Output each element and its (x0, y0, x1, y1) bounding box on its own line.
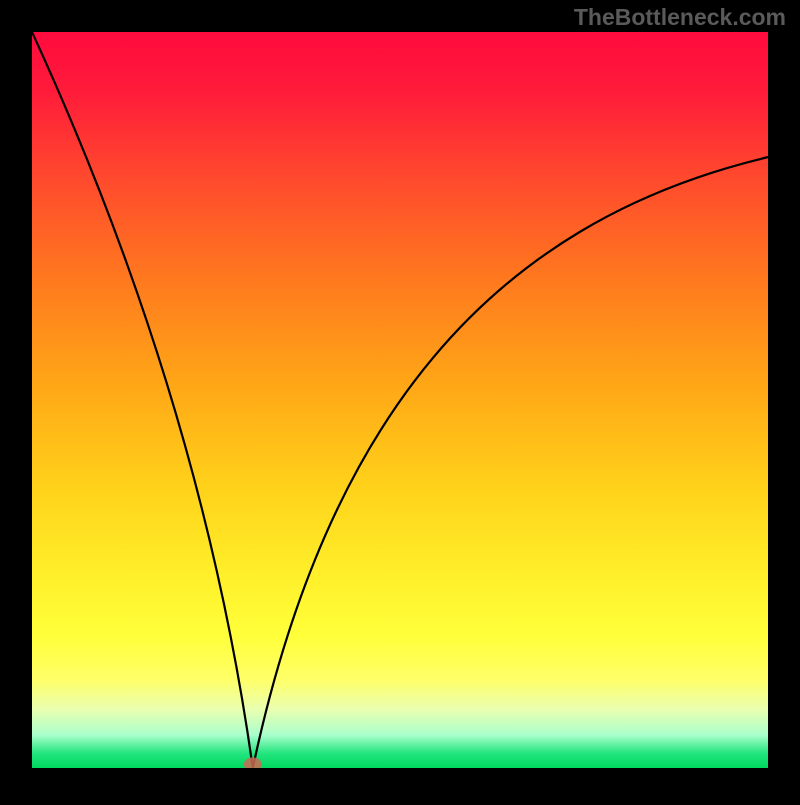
chart-container (0, 0, 800, 800)
bottleneck-chart (0, 0, 800, 800)
